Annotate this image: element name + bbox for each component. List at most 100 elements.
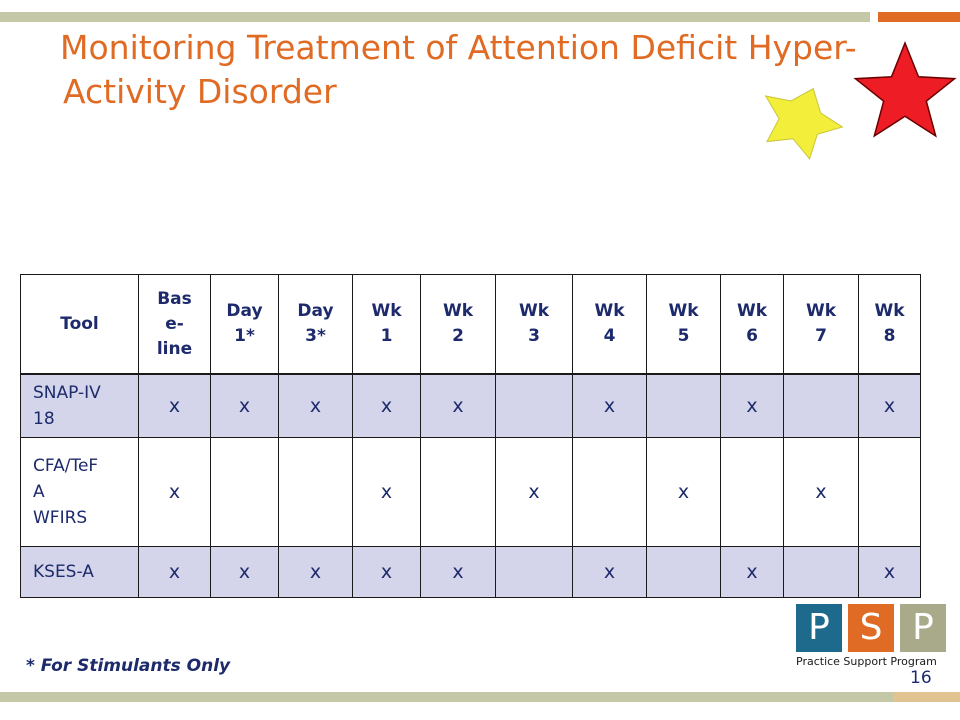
bottom-accent-bar bbox=[0, 692, 960, 702]
column-header-text: Wk bbox=[736, 301, 768, 321]
column-header: Day 1* bbox=[210, 274, 279, 375]
column-header-text: 2 bbox=[452, 326, 464, 346]
slide-title-line-2: Activity Disorder bbox=[63, 72, 337, 111]
schedule-cell: x bbox=[420, 373, 496, 438]
column-header-text: 3 bbox=[528, 326, 540, 346]
schedule-cell: x bbox=[278, 546, 353, 598]
footnote: * For Stimulants Only bbox=[26, 656, 231, 676]
tool-name-cell: CFA/TeF A WFIRS bbox=[20, 437, 139, 547]
table-row: SNAP-IV 18 x x x x x x x x bbox=[20, 373, 921, 438]
schedule-cell bbox=[858, 437, 921, 547]
schedule-cell bbox=[420, 437, 496, 547]
schedule-cell bbox=[210, 437, 279, 547]
column-header-text: 5 bbox=[677, 326, 690, 346]
column-header-text: Wk bbox=[805, 301, 837, 321]
schedule-cell bbox=[646, 546, 721, 598]
schedule-cell: x bbox=[138, 546, 211, 598]
tool-name-text: SNAP-IV bbox=[33, 383, 101, 403]
tool-name-text: WFIRS bbox=[33, 508, 88, 528]
tool-name-text: KSES-A bbox=[33, 562, 94, 582]
column-header-text: line bbox=[156, 338, 193, 359]
column-header-text: Tool bbox=[60, 313, 99, 334]
table-row: CFA/TeF A WFIRS x x x x x bbox=[20, 437, 921, 547]
table-row: KSES-A x x x x x x x x bbox=[20, 546, 921, 598]
schedule-cell: x bbox=[858, 373, 921, 438]
schedule-cell bbox=[495, 546, 573, 598]
schedule-cell: x bbox=[210, 373, 279, 438]
column-header-text: 7 bbox=[815, 326, 827, 346]
column-header: Wk 4 bbox=[572, 274, 647, 375]
column-header-text: Wk bbox=[371, 301, 402, 321]
bottom-accent-bar-tan bbox=[893, 692, 960, 702]
decorative-stars bbox=[764, 40, 957, 160]
column-header-text: 1* bbox=[234, 326, 255, 346]
schedule-cell: x bbox=[572, 546, 647, 598]
column-header-text: Wk bbox=[594, 301, 625, 321]
page-number: 16 bbox=[910, 668, 932, 688]
column-header: Day 3* bbox=[278, 274, 353, 375]
monitoring-schedule-table: Tool Bas e-line Day 1* Day 3* Wk 1 Wk 2 Wk 3 Wk 4 Wk 5 Wk… bbox=[20, 274, 921, 598]
column-header-text: 4 bbox=[603, 326, 616, 346]
column-header: Wk 1 bbox=[352, 274, 421, 375]
schedule-cell bbox=[783, 373, 859, 438]
schedule-cell: x bbox=[783, 437, 859, 547]
schedule-cell: x bbox=[646, 437, 721, 547]
schedule-cell bbox=[783, 546, 859, 598]
slide-title-line-1: Monitoring Treatment of Attention Defici… bbox=[60, 28, 857, 67]
table-header-row: Tool Bas e-line Day 1* Day 3* Wk 1 Wk 2 Wk 3 Wk 4 Wk 5 Wk… bbox=[20, 274, 921, 375]
tool-name-text: A bbox=[33, 482, 45, 502]
tool-name-text: CFA/TeF bbox=[33, 456, 99, 476]
schedule-cell: x bbox=[495, 437, 573, 547]
column-header: Wk 6 bbox=[720, 274, 784, 375]
tool-name-text: 18 bbox=[33, 409, 55, 429]
column-header-text: Wk bbox=[874, 301, 905, 321]
top-accent-bar-orange bbox=[878, 12, 960, 22]
column-header: Wk 3 bbox=[495, 274, 573, 375]
column-header: Wk 7 bbox=[783, 274, 859, 375]
schedule-cell: x bbox=[138, 373, 211, 438]
column-header-text: Wk bbox=[518, 301, 550, 321]
logo-tagline: Practice Support Program bbox=[796, 655, 937, 668]
schedule-cell: x bbox=[352, 373, 421, 438]
schedule-cell: x bbox=[572, 373, 647, 438]
column-header: Bas e-line bbox=[138, 274, 211, 375]
schedule-cell bbox=[572, 437, 647, 547]
top-accent-bar bbox=[0, 12, 870, 22]
column-header-text: Bas bbox=[157, 288, 192, 309]
schedule-cell: x bbox=[420, 546, 496, 598]
logo-letter-p-second: P bbox=[900, 604, 946, 652]
column-header: Wk 2 bbox=[420, 274, 496, 375]
tool-name-cell: SNAP-IV 18 bbox=[20, 373, 139, 438]
schedule-cell: x bbox=[720, 546, 784, 598]
schedule-cell bbox=[278, 437, 353, 547]
column-header: Wk 8 bbox=[858, 274, 921, 375]
psp-logo: P S P Practice Support Program bbox=[796, 604, 948, 672]
column-header-text: 8 bbox=[883, 326, 896, 346]
schedule-cell: x bbox=[138, 437, 211, 547]
schedule-cell: x bbox=[278, 373, 353, 438]
yellow-star-icon bbox=[764, 87, 844, 160]
column-header-text: Wk bbox=[442, 301, 474, 321]
column-header-tool: Tool bbox=[20, 274, 139, 375]
column-header: Wk 5 bbox=[646, 274, 721, 375]
tool-name-cell: KSES-A bbox=[20, 546, 139, 598]
column-header-text: Day bbox=[297, 301, 334, 321]
schedule-cell bbox=[646, 373, 721, 438]
column-header-text: Wk bbox=[668, 301, 699, 321]
schedule-cell: x bbox=[210, 546, 279, 598]
column-header-text: 6 bbox=[746, 326, 758, 346]
schedule-cell bbox=[720, 437, 784, 547]
slide-title: Monitoring Treatment of Attention Defici… bbox=[60, 26, 880, 114]
logo-letter-p: P bbox=[796, 604, 842, 652]
red-star-icon bbox=[853, 40, 957, 138]
column-header-text: 3* bbox=[305, 326, 326, 346]
schedule-cell: x bbox=[352, 546, 421, 598]
schedule-cell bbox=[495, 373, 573, 438]
schedule-cell: x bbox=[720, 373, 784, 438]
column-header-text: e- bbox=[165, 313, 184, 334]
column-header-text: Day bbox=[226, 301, 263, 321]
logo-letter-s: S bbox=[848, 604, 894, 652]
column-header-text: 1 bbox=[380, 326, 393, 346]
schedule-cell: x bbox=[352, 437, 421, 547]
schedule-cell: x bbox=[858, 546, 921, 598]
